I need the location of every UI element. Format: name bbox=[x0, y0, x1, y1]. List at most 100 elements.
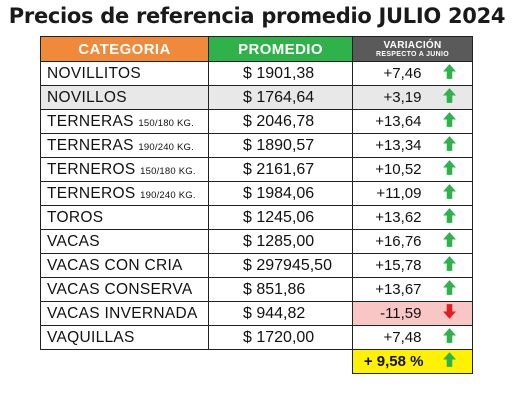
variation-cell: +11,09 bbox=[352, 181, 428, 206]
table-header-row: CATEGORIA PROMEDIO VARIACIÓN RESPECTO A … bbox=[40, 36, 473, 62]
variation-arrow-cell bbox=[427, 157, 473, 182]
table-row: VACAS INVERNADA $ 944,82 -11,59 bbox=[40, 301, 473, 326]
promedio-cell: $ 1901,38 bbox=[208, 61, 353, 86]
table-row: TERNERAS 190/240 KG. $ 1890,57 +13,34 bbox=[40, 133, 473, 158]
category-name: TERNERAS bbox=[47, 112, 134, 130]
arrow-up-icon bbox=[443, 327, 457, 348]
category-weight-range: 150/180 KG. bbox=[138, 117, 194, 129]
variation-arrow-cell bbox=[427, 181, 473, 206]
category-cell: VACAS CONSERVA bbox=[40, 277, 209, 302]
category-cell: TERNEROS 150/180 KG. bbox=[40, 157, 209, 182]
page-title: Precios de referencia promedio JULIO 202… bbox=[8, 4, 506, 28]
category-name: VACAS CONSERVA bbox=[47, 280, 193, 298]
variation-arrow-cell bbox=[427, 253, 473, 278]
promedio-cell: $ 1890,57 bbox=[208, 133, 353, 158]
header-variacion-sublabel: RESPECTO A JUNIO bbox=[376, 50, 449, 58]
arrow-up-icon bbox=[443, 351, 457, 372]
variation-arrow-cell bbox=[427, 133, 473, 158]
arrow-down-icon bbox=[443, 303, 457, 324]
category-cell: VACAS INVERNADA bbox=[40, 301, 209, 326]
category-name: TERNEROS bbox=[47, 160, 136, 178]
table-row: VACAS CONSERVA $ 851,86 +13,67 bbox=[40, 277, 473, 302]
promedio-cell: $ 1764,64 bbox=[208, 85, 353, 110]
variation-arrow-cell bbox=[427, 229, 473, 254]
variation-cell: +13,62 bbox=[352, 205, 428, 230]
variation-cell: +7,48 bbox=[352, 325, 428, 350]
arrow-up-icon bbox=[443, 207, 457, 228]
category-cell: TERNEROS 190/240 KG. bbox=[40, 181, 209, 206]
variation-cell: +7,46 bbox=[352, 61, 428, 86]
variation-cell: +13,64 bbox=[352, 109, 428, 134]
table-row: VAQUILLAS $ 1720,00 +7,48 bbox=[40, 325, 473, 350]
category-name: TERNEROS bbox=[47, 184, 136, 202]
arrow-up-icon bbox=[443, 183, 457, 204]
variation-arrow-cell bbox=[427, 85, 473, 110]
variation-arrow-cell bbox=[427, 325, 473, 350]
category-cell: VACAS CON CRIA bbox=[40, 253, 209, 278]
category-name: VACAS CON CRIA bbox=[47, 256, 183, 274]
variation-cell: +13,67 bbox=[352, 277, 428, 302]
promedio-cell: $ 1720,00 bbox=[208, 325, 353, 350]
promedio-cell: $ 1285,00 bbox=[208, 229, 353, 254]
arrow-up-icon bbox=[443, 87, 457, 108]
table-row: TERNEROS 150/180 KG. $ 2161,67 +10,52 bbox=[40, 157, 473, 182]
category-name: NOVILLOS bbox=[47, 88, 127, 106]
total-variation: + 9,58 % bbox=[352, 349, 428, 374]
category-name: VACAS INVERNADA bbox=[47, 304, 198, 322]
table-row: TERNEROS 190/240 KG. $ 1984,06 +11,09 bbox=[40, 181, 473, 206]
promedio-cell: $ 2046,78 bbox=[208, 109, 353, 134]
variation-arrow-cell bbox=[427, 61, 473, 86]
variation-cell: +13,34 bbox=[352, 133, 428, 158]
table-row: TOROS $ 1245,06 +13,62 bbox=[40, 205, 473, 230]
category-weight-range: 190/240 KG. bbox=[138, 141, 194, 153]
variation-cell: +16,76 bbox=[352, 229, 428, 254]
promedio-cell: $ 2161,67 bbox=[208, 157, 353, 182]
header-variacion: VARIACIÓN RESPECTO A JUNIO bbox=[352, 36, 473, 62]
category-name: NOVILLITOS bbox=[47, 64, 142, 82]
variation-cell: +15,78 bbox=[352, 253, 428, 278]
category-cell: TERNERAS 150/180 KG. bbox=[40, 109, 209, 134]
category-cell: VACAS bbox=[40, 229, 209, 254]
table-row: VACAS $ 1285,00 +16,76 bbox=[40, 229, 473, 254]
total-arrow-cell bbox=[427, 349, 473, 374]
category-cell: VAQUILLAS bbox=[40, 325, 209, 350]
variation-arrow-cell bbox=[427, 109, 473, 134]
promedio-cell: $ 944,82 bbox=[208, 301, 353, 326]
arrow-up-icon bbox=[443, 63, 457, 84]
table-row: TERNERAS 150/180 KG. $ 2046,78 +13,64 bbox=[40, 109, 473, 134]
category-weight-range: 190/240 KG. bbox=[140, 189, 196, 201]
promedio-cell: $ 297945,50 bbox=[208, 253, 353, 278]
header-categoria: CATEGORIA bbox=[40, 36, 209, 62]
header-variacion-label: VARIACIÓN bbox=[383, 39, 442, 51]
category-name: TOROS bbox=[47, 208, 104, 226]
variation-arrow-cell bbox=[427, 277, 473, 302]
arrow-up-icon bbox=[443, 231, 457, 252]
arrow-up-icon bbox=[443, 111, 457, 132]
variation-cell: +10,52 bbox=[352, 157, 428, 182]
category-cell: TERNERAS 190/240 KG. bbox=[40, 133, 209, 158]
arrow-up-icon bbox=[443, 279, 457, 300]
variation-cell: +3,19 bbox=[352, 85, 428, 110]
arrow-up-icon bbox=[443, 135, 457, 156]
category-name: VACAS bbox=[47, 232, 100, 250]
total-row: + 9,58 % bbox=[41, 349, 473, 374]
variation-arrow-cell bbox=[427, 301, 473, 326]
category-weight-range: 150/180 KG. bbox=[140, 165, 196, 177]
table-row: VACAS CON CRIA $ 297945,50 +15,78 bbox=[40, 253, 473, 278]
category-cell: NOVILLITOS bbox=[40, 61, 209, 86]
promedio-cell: $ 1245,06 bbox=[208, 205, 353, 230]
price-table: CATEGORIA PROMEDIO VARIACIÓN RESPECTO A … bbox=[40, 36, 473, 374]
arrow-up-icon bbox=[443, 159, 457, 180]
category-cell: NOVILLOS bbox=[40, 85, 209, 110]
category-name: VAQUILLAS bbox=[47, 328, 135, 346]
promedio-cell: $ 1984,06 bbox=[208, 181, 353, 206]
variation-arrow-cell bbox=[427, 205, 473, 230]
arrow-up-icon bbox=[443, 255, 457, 276]
table-row: NOVILLITOS $ 1901,38 +7,46 bbox=[40, 61, 473, 86]
category-name: TERNERAS bbox=[47, 136, 134, 154]
promedio-cell: $ 851,86 bbox=[208, 277, 353, 302]
header-promedio: PROMEDIO bbox=[208, 36, 353, 62]
category-cell: TOROS bbox=[40, 205, 209, 230]
table-row: NOVILLOS $ 1764,64 +3,19 bbox=[40, 85, 473, 110]
variation-cell: -11,59 bbox=[352, 301, 428, 326]
